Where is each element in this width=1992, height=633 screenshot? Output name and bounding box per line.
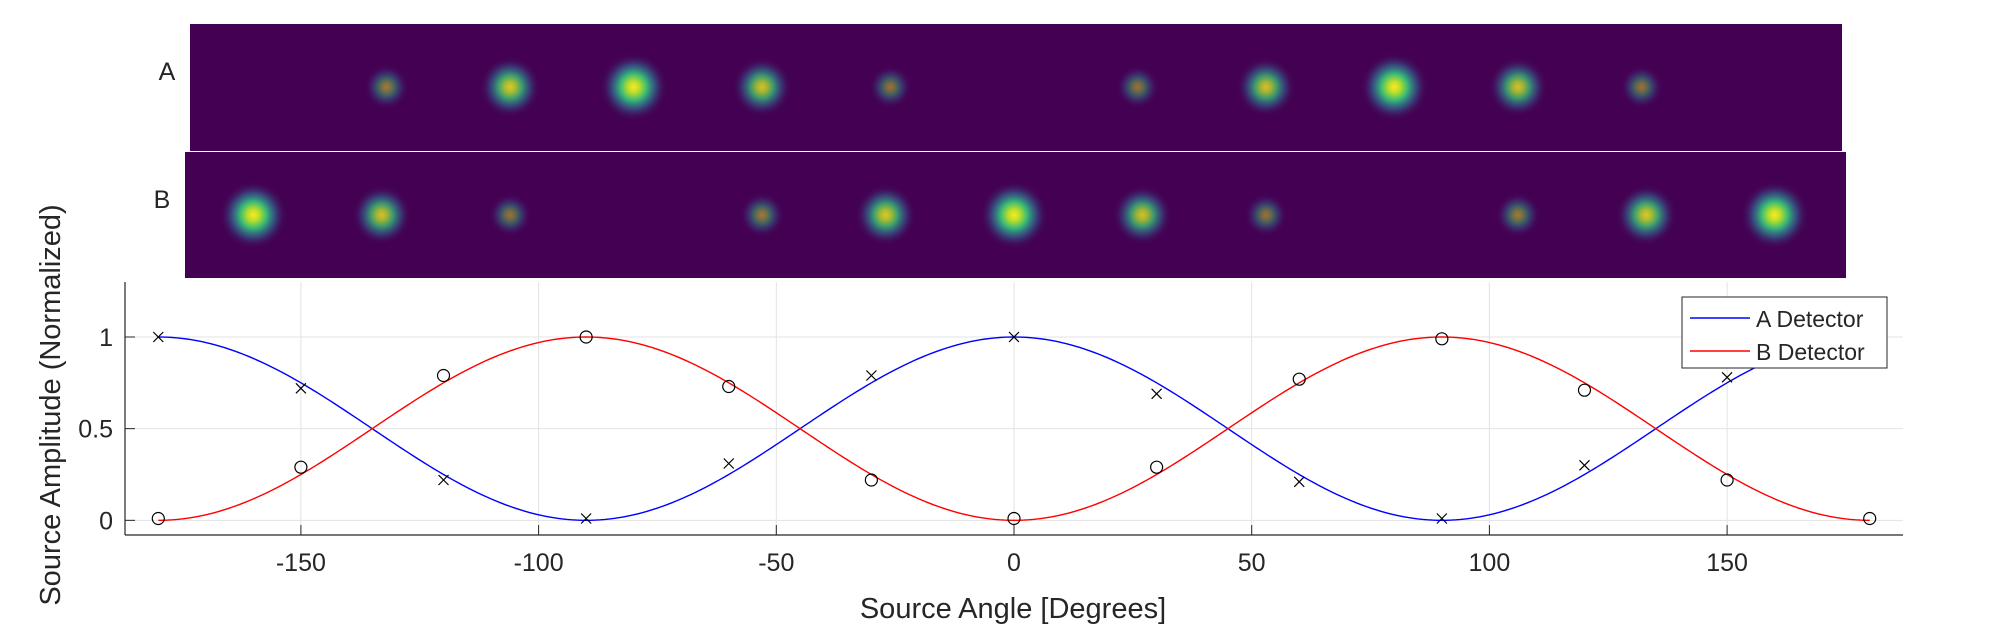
marker-o-3 — [579, 330, 593, 344]
x-tick-label-4: 50 — [1238, 549, 1266, 577]
image-spot-a-1 — [479, 56, 541, 118]
x-tick-label-0: -150 — [276, 549, 326, 577]
image-panel-a — [190, 24, 1842, 151]
y-tick-label-1: 0.5 — [78, 416, 113, 444]
marker-x-7 — [1151, 388, 1163, 400]
image-spots-b — [219, 181, 1809, 249]
marker-x-4 — [723, 458, 735, 469]
image-spot-b-10 — [1740, 181, 1809, 249]
image-spot-a-3 — [732, 57, 792, 117]
image-spot-a-7 — [1360, 53, 1429, 121]
image-spot-a-5 — [1116, 65, 1160, 109]
line-plot: -150 -100 -50 0 50 100 150 0 0.5 1 — [78, 282, 1903, 577]
marker-x-8 — [1293, 476, 1305, 488]
x-tick-label-5: 100 — [1469, 549, 1511, 577]
marker-x-2 — [438, 474, 449, 486]
plot-markers — [151, 330, 1877, 526]
x-tick-label-2: -50 — [758, 549, 794, 577]
marker-o-2 — [436, 368, 451, 383]
image-spot-b-0 — [219, 181, 288, 249]
marker-o-7 — [1150, 460, 1164, 474]
image-spot-a-4 — [868, 65, 912, 109]
image-spot-b-6 — [1112, 185, 1172, 245]
marker-o-5 — [864, 473, 878, 487]
x-tick-label-6: 150 — [1706, 549, 1748, 577]
y-tick-label-2: 1 — [99, 324, 113, 352]
marker-o-10 — [1577, 383, 1592, 397]
marker-o-6 — [1007, 511, 1021, 526]
image-row-label-a: A — [159, 58, 176, 86]
legend-label-a-detector: A Detector — [1756, 306, 1864, 332]
image-spot-b-9 — [1615, 184, 1677, 246]
marker-o-4 — [722, 379, 736, 394]
image-spot-a-0 — [364, 64, 409, 110]
image-spots-a — [364, 53, 1663, 121]
marker-x-6 — [1008, 331, 1020, 343]
image-spot-a-8 — [1488, 57, 1548, 117]
image-spot-b-5 — [980, 181, 1048, 249]
legend: A Detector B Detector — [1681, 296, 1888, 369]
marker-x-10 — [1579, 459, 1590, 471]
image-spot-a-6 — [1236, 57, 1296, 117]
legend-label-b-detector: B Detector — [1756, 339, 1865, 365]
x-axis-label: Source Angle [Degrees] — [860, 593, 1166, 625]
legend-box — [1681, 296, 1888, 369]
y-tick-label-0: 0 — [99, 507, 113, 535]
image-spot-b-7 — [1244, 193, 1288, 237]
marker-o-0 — [151, 511, 165, 526]
image-spot-b-8 — [1495, 192, 1541, 238]
marker-o-12 — [1863, 511, 1877, 526]
image-spot-a-2 — [599, 53, 668, 121]
marker-o-1 — [294, 460, 308, 474]
marker-x-0 — [152, 331, 164, 343]
marker-x-3 — [580, 513, 592, 524]
image-spot-b-3 — [739, 192, 785, 238]
marker-x-11 — [1721, 371, 1733, 383]
x-tick-label-3: 0 — [1007, 549, 1021, 577]
series-line-b-detector — [158, 336, 1870, 522]
marker-x-5 — [865, 370, 877, 381]
image-row-label-b: B — [154, 186, 171, 214]
image-spot-a-9 — [1620, 65, 1663, 109]
x-tick-label-1: -100 — [514, 549, 564, 577]
marker-x-1 — [295, 382, 307, 394]
image-spot-b-1 — [352, 185, 412, 245]
y-axis-label: Source Amplitude (Normalized) — [35, 204, 67, 605]
image-spot-b-2 — [488, 193, 532, 237]
plot-ticks: -150 -100 -50 0 50 100 150 0 0.5 1 — [78, 324, 1748, 577]
marker-o-11 — [1720, 473, 1734, 487]
marker-x-9 — [1436, 513, 1448, 524]
image-spot-b-4 — [855, 184, 917, 246]
marker-o-9 — [1435, 332, 1449, 346]
marker-o-8 — [1292, 372, 1306, 386]
